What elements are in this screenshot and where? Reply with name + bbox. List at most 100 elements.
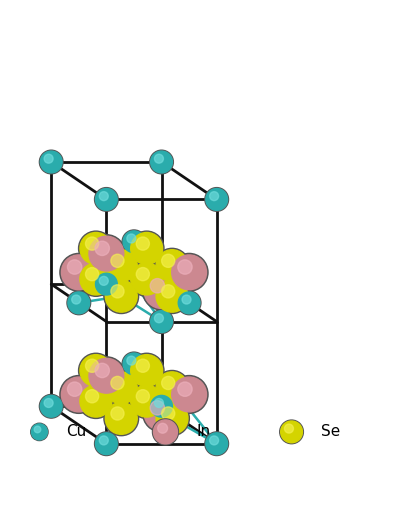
Circle shape — [32, 424, 47, 440]
Circle shape — [78, 231, 113, 266]
Circle shape — [105, 250, 137, 282]
Circle shape — [105, 402, 137, 435]
Text: Se: Se — [321, 425, 340, 439]
Circle shape — [156, 250, 188, 282]
Circle shape — [61, 377, 96, 412]
Circle shape — [150, 394, 173, 418]
Circle shape — [155, 401, 190, 436]
Circle shape — [78, 384, 113, 418]
Circle shape — [205, 432, 229, 455]
Circle shape — [206, 189, 228, 210]
Text: Cu: Cu — [66, 425, 86, 439]
Circle shape — [95, 274, 117, 295]
Circle shape — [162, 376, 175, 390]
Circle shape — [143, 272, 180, 310]
Circle shape — [104, 279, 139, 314]
Circle shape — [31, 423, 48, 441]
Circle shape — [78, 262, 113, 296]
Circle shape — [177, 291, 201, 315]
Circle shape — [150, 310, 173, 333]
Circle shape — [172, 377, 206, 412]
Circle shape — [131, 385, 163, 417]
Circle shape — [95, 189, 117, 210]
Circle shape — [40, 151, 62, 173]
Circle shape — [95, 433, 117, 455]
Circle shape — [131, 263, 163, 295]
Circle shape — [170, 253, 208, 291]
Circle shape — [143, 394, 180, 432]
Circle shape — [144, 274, 179, 308]
Circle shape — [67, 291, 91, 315]
Circle shape — [127, 234, 136, 243]
Circle shape — [206, 433, 228, 455]
Circle shape — [34, 426, 41, 433]
Circle shape — [129, 231, 164, 266]
Circle shape — [155, 279, 190, 314]
Circle shape — [155, 370, 190, 405]
Circle shape — [182, 295, 191, 304]
Circle shape — [123, 353, 145, 375]
Circle shape — [205, 188, 229, 211]
Circle shape — [99, 436, 108, 445]
Circle shape — [150, 150, 173, 174]
Circle shape — [154, 314, 164, 322]
Circle shape — [136, 237, 149, 250]
Circle shape — [95, 272, 118, 296]
Circle shape — [85, 237, 98, 250]
Circle shape — [39, 394, 63, 418]
Circle shape — [122, 352, 146, 376]
Circle shape — [156, 280, 188, 312]
Circle shape — [60, 376, 98, 413]
Circle shape — [151, 311, 173, 332]
Circle shape — [95, 363, 110, 378]
Circle shape — [281, 421, 303, 443]
Circle shape — [123, 231, 145, 253]
Circle shape — [178, 260, 192, 274]
Circle shape — [67, 382, 82, 396]
Circle shape — [95, 188, 118, 211]
Circle shape — [156, 372, 188, 404]
Circle shape — [131, 232, 163, 264]
Circle shape — [131, 355, 163, 387]
Circle shape — [111, 407, 124, 420]
Circle shape — [111, 285, 124, 298]
Circle shape — [111, 376, 124, 390]
Circle shape — [154, 420, 177, 444]
Circle shape — [127, 356, 136, 365]
Circle shape — [85, 359, 98, 373]
Circle shape — [152, 419, 178, 445]
Circle shape — [136, 390, 149, 403]
Circle shape — [172, 255, 206, 290]
Circle shape — [72, 295, 81, 304]
Circle shape — [129, 384, 164, 418]
Circle shape — [129, 262, 164, 296]
Circle shape — [104, 370, 139, 405]
Circle shape — [154, 154, 164, 163]
Circle shape — [60, 253, 98, 291]
Circle shape — [178, 382, 192, 396]
Circle shape — [158, 423, 167, 433]
Circle shape — [44, 154, 53, 163]
Circle shape — [99, 276, 108, 286]
Circle shape — [95, 241, 110, 255]
Circle shape — [68, 292, 90, 314]
Circle shape — [87, 234, 125, 272]
Circle shape — [104, 249, 139, 283]
Circle shape — [105, 372, 137, 404]
Circle shape — [99, 192, 108, 201]
Circle shape — [151, 395, 173, 417]
Circle shape — [170, 376, 208, 413]
Circle shape — [67, 260, 82, 274]
Circle shape — [210, 192, 219, 201]
Circle shape — [80, 232, 112, 264]
Circle shape — [210, 436, 219, 445]
Circle shape — [162, 285, 175, 298]
Circle shape — [111, 254, 124, 267]
Circle shape — [85, 268, 98, 281]
Circle shape — [136, 268, 149, 281]
Text: In: In — [196, 425, 210, 439]
Circle shape — [155, 249, 190, 283]
Circle shape — [89, 236, 124, 271]
Circle shape — [154, 399, 164, 407]
Circle shape — [284, 424, 294, 433]
